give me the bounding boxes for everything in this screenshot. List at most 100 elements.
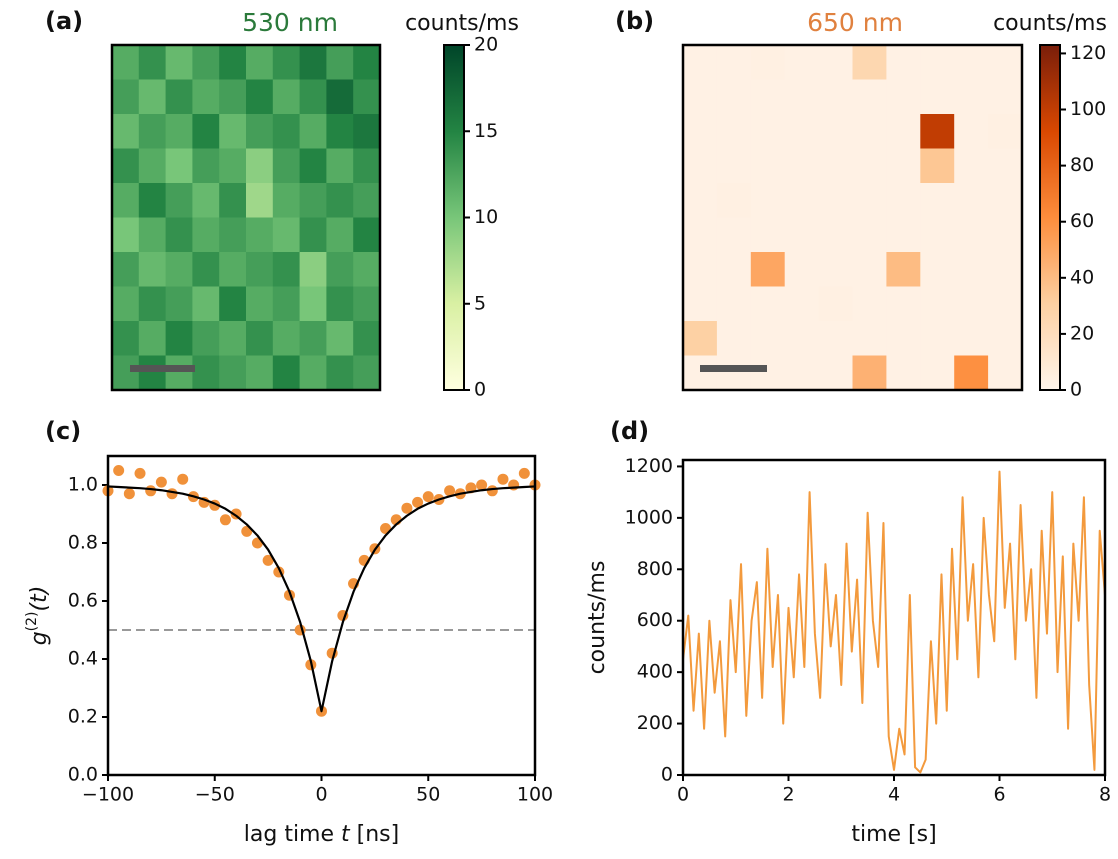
label-part: g — [27, 631, 52, 645]
image-frame — [110, 43, 382, 392]
heatmap-cell — [886, 286, 921, 322]
heatmap-cell — [299, 148, 327, 184]
heatmap-cell — [988, 148, 1023, 184]
x-tick-label: −100 — [82, 784, 134, 806]
x-tick-label: 0 — [315, 784, 327, 806]
heatmap-cell — [219, 79, 247, 115]
x-axis-label: time [s] — [851, 822, 936, 847]
x-tick-label: 2 — [782, 784, 794, 806]
heatmap-cell — [192, 148, 220, 184]
heatmap-cell — [192, 355, 220, 391]
heatmap-cell — [299, 45, 327, 80]
heatmap-cell — [112, 321, 140, 356]
heatmap-cell — [353, 321, 381, 356]
heatmap-cell — [784, 79, 820, 115]
heatmap-cell — [112, 79, 140, 115]
data-point — [412, 496, 424, 508]
y-axis-label: g(2)(t) — [24, 586, 52, 646]
heatmap-cell — [112, 45, 140, 80]
y-tick-label: 0.0 — [68, 764, 98, 786]
heatmap-cell — [954, 79, 989, 115]
heatmap-cell — [299, 79, 327, 115]
heatmap-cell — [886, 148, 921, 184]
heatmap-cell — [353, 252, 381, 287]
heatmap-cell — [683, 45, 718, 80]
heatmap-cell — [272, 321, 301, 356]
panel-label: (c) — [45, 417, 81, 445]
colorbar-tick-label: 120 — [1070, 42, 1106, 64]
heatmap-cell — [165, 355, 193, 391]
heatmap-cell — [246, 286, 274, 322]
heatmap-cell — [299, 321, 327, 356]
line — [107, 485, 536, 713]
heatmap-cell — [920, 321, 955, 356]
heatmap-cell — [784, 321, 820, 356]
line — [682, 470, 1106, 774]
heatmap-cell — [750, 355, 786, 391]
heatmap-cell — [165, 79, 193, 115]
heatmap-cell — [299, 355, 327, 391]
data-point — [113, 465, 125, 476]
heatmap-cell — [750, 79, 786, 115]
heatmap-cell — [138, 114, 167, 149]
data-point — [518, 467, 530, 479]
heatmap-cell — [165, 114, 193, 149]
heatmap-cell — [784, 45, 820, 80]
heatmap-cell — [886, 79, 921, 115]
heatmap-cell — [165, 45, 193, 80]
colorbar-tick-label: 60 — [1070, 210, 1094, 232]
data-point — [134, 467, 146, 479]
heatmap-cell — [988, 79, 1023, 115]
heatmap-cell — [886, 355, 921, 391]
heatmap-cell — [954, 321, 989, 356]
panel-label: (d) — [610, 417, 649, 445]
heatmap-cell — [920, 79, 955, 115]
heatmap-cell — [886, 114, 921, 149]
heatmap-cell — [192, 321, 220, 356]
y-tick-label: 200 — [637, 712, 673, 734]
y-tick-label: 0.8 — [68, 532, 98, 554]
heatmap-cell — [326, 79, 354, 115]
heatmap-cell — [784, 148, 820, 184]
heatmap-cell — [138, 355, 167, 391]
heatmap-cell — [818, 355, 853, 391]
heatmap-cell — [920, 45, 955, 80]
heatmap-cell — [716, 45, 752, 80]
heatmap-cell — [246, 114, 274, 149]
heatmap-cell — [784, 114, 820, 149]
heatmap-cell — [750, 321, 786, 356]
colorbar-tick-label: 0 — [1070, 379, 1082, 401]
colorbar — [1039, 44, 1061, 391]
heatmap-cell — [272, 45, 301, 80]
y-tick-label: 0.2 — [68, 706, 98, 728]
heatmap-cell — [784, 355, 820, 391]
heatmap-cell — [852, 148, 887, 184]
heatmap-cell — [353, 355, 381, 391]
heatmap-cell — [138, 252, 167, 287]
heatmap-cell — [326, 114, 354, 149]
heatmap-cell — [852, 217, 887, 253]
heatmap-cell — [954, 252, 989, 287]
panel-label: (a) — [45, 7, 83, 35]
heatmap-cell — [784, 183, 820, 218]
heatmap-cell — [683, 252, 718, 287]
heatmap-cell — [886, 217, 921, 253]
colorbar-tick-label: 10 — [474, 206, 498, 228]
heatmap-cell — [246, 355, 274, 391]
heatmap-cell — [750, 114, 786, 149]
y-tick-label: 1000 — [625, 506, 673, 528]
heatmap-cell — [920, 286, 955, 322]
x-tick-label: −50 — [195, 784, 235, 806]
heatmap-cell — [750, 286, 786, 322]
heatmap-cell — [988, 217, 1023, 253]
x-tick-label: 50 — [416, 784, 440, 806]
heatmap-cell — [326, 286, 354, 322]
heatmap-cell — [272, 183, 301, 218]
heatmap-cell — [886, 45, 921, 80]
heatmap-cell — [326, 183, 354, 218]
colorbar-tick-label: 15 — [474, 120, 498, 142]
heatmap-cell — [246, 79, 274, 115]
heatmap-cell — [818, 114, 853, 149]
heatmap-cell — [818, 286, 853, 322]
